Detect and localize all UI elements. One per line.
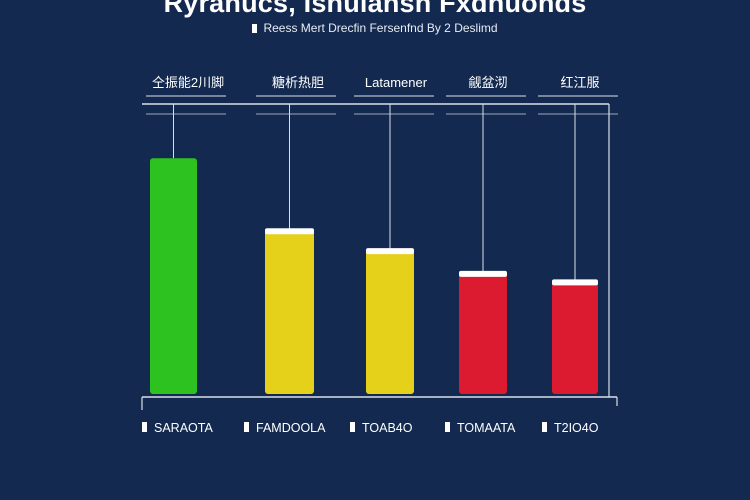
category-marker <box>142 422 147 432</box>
chart-subtitle: Reess Mert Drecfin Fersenfnd By 2 Deslim… <box>0 21 750 35</box>
bar-cap <box>552 279 598 286</box>
category-label: TOMAATA <box>457 421 516 435</box>
category-marker <box>244 422 249 432</box>
bar <box>459 271 507 394</box>
category-label: TOAB4O <box>362 421 413 435</box>
chart-title: Ryranucs, Isnulansh Fxdnuonds <box>163 0 587 18</box>
subtitle-marker <box>252 24 258 33</box>
category-label: T2IO4O <box>554 421 599 435</box>
top-label: 仝振能2川脚 <box>152 75 224 90</box>
bar <box>150 158 197 394</box>
top-label: 红江服 <box>560 75 599 90</box>
category-marker <box>445 422 450 432</box>
category-marker <box>542 422 547 432</box>
bar-cap <box>265 228 314 235</box>
bar-cap <box>366 248 414 255</box>
category-label: SARAOTA <box>154 421 213 435</box>
bar-cap <box>459 270 507 277</box>
top-label: 觎盆沏 <box>468 75 507 90</box>
bar <box>552 280 598 394</box>
bar <box>265 229 314 394</box>
category-marker <box>350 422 355 432</box>
top-label: 糖析热胆 <box>272 75 324 90</box>
bar <box>366 249 414 394</box>
top-label: Latamener <box>365 75 428 90</box>
chart-subtitle-text: Reess Mert Drecfin Fersenfnd By 2 Deslim… <box>263 21 498 35</box>
category-label: FAMDOOLA <box>256 421 326 435</box>
